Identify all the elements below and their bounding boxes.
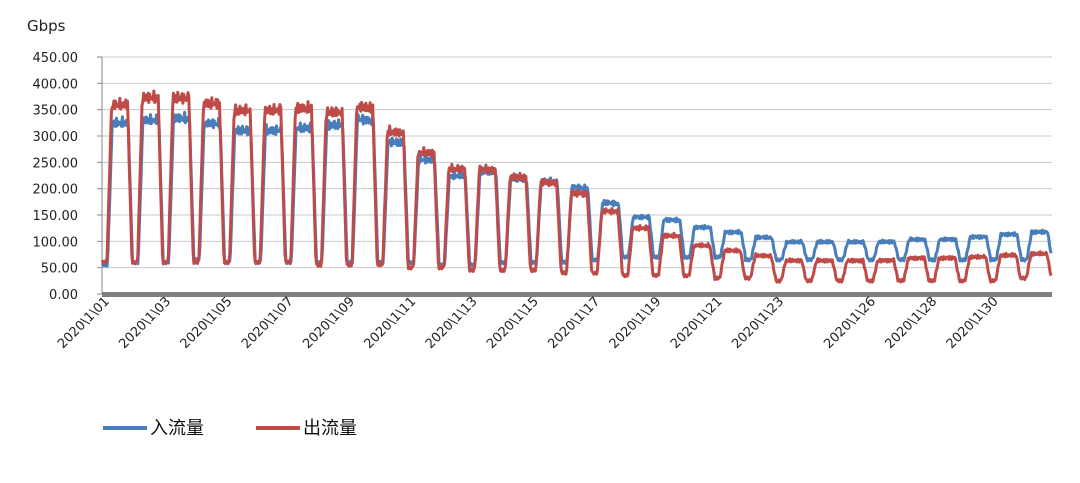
legend-label: 入流量 [150, 418, 204, 439]
x-tick-label: 2020\1\05 [178, 294, 236, 352]
y-tick-label: 50.00 [41, 262, 78, 277]
outbound-series-line [100, 89, 1053, 284]
y-tick-label: 0.00 [49, 288, 78, 303]
y-tick-label: 400.00 [33, 77, 79, 92]
y-tick-label: 300.00 [33, 130, 79, 145]
x-tick-label: 2020\1\13 [423, 294, 481, 352]
x-tick-label: 2020\1\26 [821, 294, 879, 352]
x-tick-label: 2020\1\07 [239, 294, 297, 352]
x-tick-label: 2020\1\11 [362, 294, 420, 352]
y-tick-label: 250.00 [33, 156, 79, 171]
x-axis-bar [102, 292, 1052, 297]
x-tick-label: 2020\1\09 [300, 294, 358, 352]
inbound-series-line [100, 110, 1053, 268]
x-tick-label: 2020\1\21 [668, 294, 726, 352]
y-tick-label: 350.00 [33, 104, 79, 119]
x-tick-label: 2020\1\19 [607, 294, 665, 352]
x-tick-label: 2020\1\28 [882, 294, 940, 352]
y-tick-label: 450.00 [33, 51, 79, 66]
y-tick-label: 200.00 [33, 183, 79, 198]
y-tick-label: 150.00 [33, 209, 79, 224]
legend-label: 出流量 [303, 418, 357, 439]
y-tick-label: 100.00 [33, 235, 79, 250]
y-axis-ticks: 0.00 50.00 100.00 150.00 200.00 250.00 300.00 3… [33, 51, 103, 303]
series-layer [100, 89, 1053, 284]
x-tick-label: 2020\1\17 [545, 294, 603, 352]
gridlines [102, 56, 1052, 269]
x-tick-label: 2020\1\30 [944, 294, 1002, 352]
x-axis-ticks: 2020\1\01 2020\1\03 2020\1\05 2020\1\07 2020… [55, 294, 1001, 352]
legend: 入流量 出流量 [103, 418, 357, 439]
x-tick-label: 2020\1\15 [484, 294, 542, 352]
y-axis-unit-label: Gbps [27, 17, 66, 35]
x-tick-label: 2020\1\23 [729, 294, 787, 352]
x-tick-label: 2020\1\03 [116, 294, 174, 352]
